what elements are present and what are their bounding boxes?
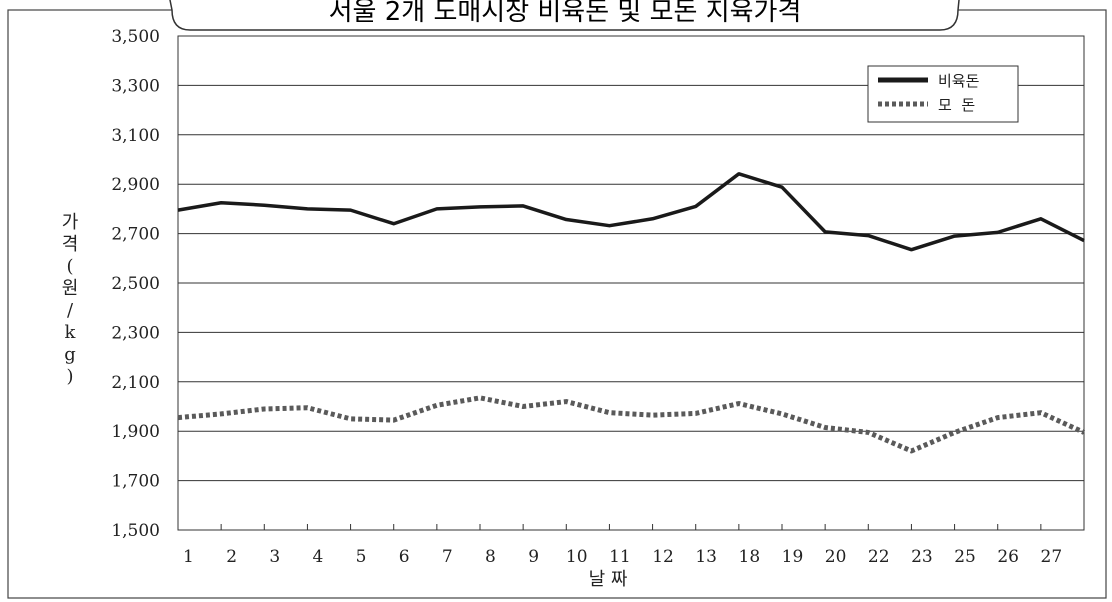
x-tick-label: 12 [652, 547, 674, 567]
series-lines [177, 172, 1086, 454]
y-tick-label: 3,500 [111, 27, 160, 47]
y-tick-label: 1,700 [111, 472, 160, 492]
legend: 비육돈 모 돈 [867, 65, 1019, 123]
x-tick-label: 7 [442, 547, 453, 567]
x-tick-label: 2 [226, 547, 237, 567]
x-tick-label: 9 [528, 547, 539, 567]
x-tick-label: 19 [782, 547, 804, 567]
y-tick-label: 1,500 [111, 521, 160, 541]
x-tick-label: 23 [911, 547, 933, 567]
grid-lines [178, 84, 1084, 482]
y-tick-label: 2,300 [111, 323, 160, 343]
series-line-1 [177, 172, 1085, 252]
x-tick-label: 10 [566, 547, 588, 567]
x-tick-label: 8 [485, 547, 496, 567]
x-tick-label: 13 [695, 547, 717, 567]
x-tick-label: 1 [183, 547, 194, 567]
y-tick-label: 2,700 [111, 225, 160, 245]
x-tick-label: 20 [825, 547, 847, 567]
title-banner [169, 0, 960, 31]
x-axis-ticks: 1 2 3 4 5 6 7 8 9 10 11 12 13 18 19 20 22 23 25 26 27 [183, 524, 1062, 567]
y-tick-label: 3,300 [111, 76, 160, 96]
y-axis-ticks: 1,500 1,700 1,900 2,100 2,300 2,500 2,700 2,900… [111, 27, 160, 541]
y-tick-label: 2,100 [111, 373, 160, 393]
x-tick-label: 26 [997, 547, 1019, 567]
chart-title: 서울 2개 도매시장 비육돈 및 모돈 지육가격 [329, 0, 802, 27]
x-tick-label: 18 [739, 547, 761, 567]
x-tick-label: 11 [609, 547, 631, 567]
x-tick-label: 3 [269, 547, 280, 567]
y-axis-label: 가 격(원 / k g) [62, 212, 79, 387]
x-tick-label: 5 [356, 547, 367, 567]
y-tick-label: 1,900 [111, 422, 160, 442]
y-axis-label-text: 가 격(원 / k g) [62, 212, 79, 387]
x-tick-label: 27 [1041, 547, 1063, 567]
x-axis-label: 날 짜 [589, 569, 628, 590]
x-tick-label: 22 [868, 547, 890, 567]
x-tick-label: 6 [399, 547, 410, 567]
y-tick-label: 2,500 [111, 274, 160, 294]
legend-label-series-2: 모 돈 [938, 96, 975, 114]
series-line-2 [177, 395, 1086, 454]
legend-label-series-1: 비육돈 [938, 72, 980, 90]
legend-box [867, 65, 1019, 123]
y-tick-label: 2,900 [111, 175, 160, 195]
y-tick-label: 3,100 [111, 126, 160, 146]
x-tick-label: 25 [954, 547, 976, 567]
x-tick-label: 4 [312, 547, 323, 567]
